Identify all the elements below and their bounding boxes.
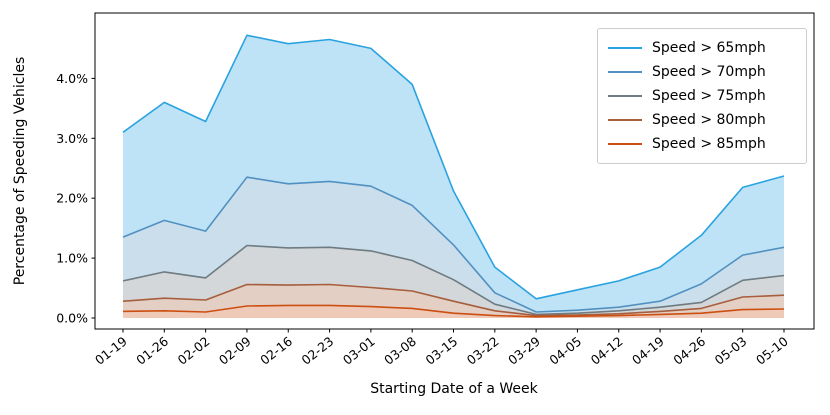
legend-label: Speed > 70mph (652, 64, 766, 80)
y-tick-label: 1.0% (56, 251, 88, 266)
x-tick-label: 03-08 (381, 334, 419, 368)
legend-label: Speed > 75mph (652, 88, 766, 104)
y-tick-label: 0.0% (56, 311, 88, 326)
x-tick-label: 05-03 (712, 334, 750, 368)
legend-label: Speed > 85mph (652, 136, 766, 152)
x-tick-label: 03-22 (464, 334, 502, 368)
x-tick-label: 01-26 (133, 334, 171, 368)
legend-label: Speed > 80mph (652, 112, 766, 128)
x-tick-label: 02-23 (299, 334, 337, 368)
x-tick-label: 05-10 (753, 334, 791, 368)
axes-spines (94, 12, 815, 330)
legend: Speed > 65mph Speed > 70mph Speed > 75mph S… (597, 28, 807, 164)
x-tick-label: 03-15 (422, 334, 460, 368)
legend-item-2: Speed > 70mph (608, 60, 796, 84)
series-line-4 (122, 283, 785, 317)
y-tick-label: 2.0% (56, 191, 88, 206)
series-line-1 (122, 34, 785, 300)
x-tick-label: 04-26 (670, 334, 708, 368)
x-tick-label: 02-09 (216, 334, 254, 368)
x-tick-label: 03-01 (340, 334, 378, 368)
x-tick-label: 02-02 (175, 334, 213, 368)
legend-item-3: Speed > 75mph (608, 84, 796, 108)
legend-item-1: Speed > 65mph (608, 36, 796, 60)
legend-label: Speed > 65mph (652, 40, 766, 56)
y-axis-label: Percentage of Speeding Vehicles (12, 56, 28, 286)
series-line-2 (122, 176, 785, 313)
legend-item-4: Speed > 80mph (608, 108, 796, 132)
legend-line-swatch (608, 143, 642, 145)
legend-item-5: Speed > 85mph (608, 132, 796, 156)
series-area-5 (123, 305, 784, 318)
x-tick-label: 02-16 (257, 334, 295, 368)
legend-line-swatch (608, 47, 642, 49)
legend-line-swatch (608, 119, 642, 121)
y-tick-label: 3.0% (56, 131, 88, 146)
legend-line-swatch (608, 71, 642, 73)
x-tick-label: 04-19 (629, 334, 667, 368)
x-tick-label: 04-05 (546, 334, 584, 368)
series-line-3 (122, 244, 785, 316)
x-tick-label: 04-12 (588, 334, 626, 368)
x-tick-label: 01-19 (92, 334, 130, 368)
y-tick-label: 4.0% (56, 71, 88, 86)
legend-line-swatch (608, 95, 642, 97)
x-axis-label: Starting Date of a Week (370, 381, 538, 397)
series-line-5 (122, 304, 785, 318)
x-tick-label: 03-29 (505, 334, 543, 368)
